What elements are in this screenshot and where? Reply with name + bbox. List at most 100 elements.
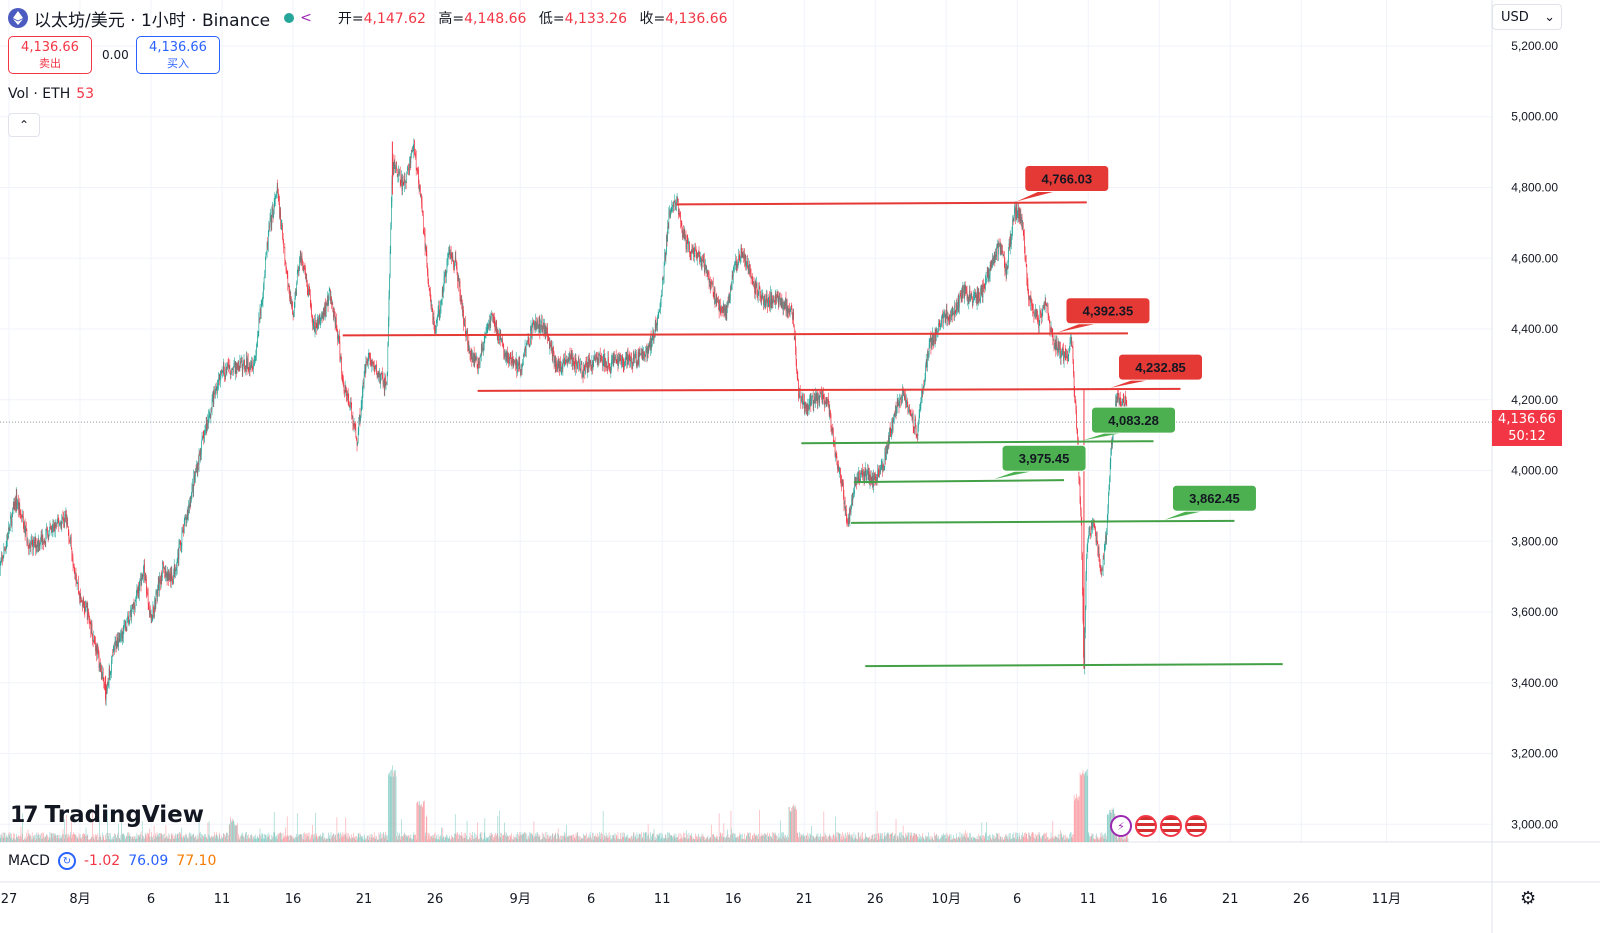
candle-body — [233, 366, 234, 373]
volume-bar — [827, 839, 828, 842]
candle-body — [733, 270, 734, 277]
volume-bar — [445, 836, 447, 842]
candle-body — [50, 526, 51, 530]
volume-bar — [136, 833, 138, 842]
candle-body — [929, 340, 931, 345]
volume-bar — [546, 832, 548, 842]
volume-bar — [539, 834, 541, 842]
volume-bar — [175, 833, 176, 842]
volume-bar — [161, 833, 163, 842]
candle-body — [476, 356, 477, 358]
candle-body — [37, 540, 39, 548]
candle-body — [211, 409, 212, 411]
volume-bar — [249, 837, 250, 842]
candle-body — [120, 636, 121, 640]
candle-body — [383, 383, 385, 390]
candle-body — [906, 400, 907, 403]
volume-bar — [362, 835, 364, 842]
candle-body — [931, 337, 933, 345]
candle-body — [954, 305, 955, 316]
candle-body — [279, 202, 280, 218]
candle-body — [52, 525, 54, 528]
volume-bar — [911, 835, 913, 842]
candle-body — [344, 391, 345, 394]
volume-bar — [881, 838, 883, 842]
candle-body — [549, 339, 550, 349]
volume-bar — [404, 832, 405, 842]
volume-bar — [905, 836, 907, 842]
candle-body — [90, 623, 92, 634]
candle-body — [156, 591, 158, 598]
volume-bar — [692, 837, 694, 842]
candle-body — [395, 167, 396, 173]
volume-bar — [572, 834, 573, 842]
volume-bar — [817, 836, 818, 842]
volume-bar — [914, 833, 916, 842]
volume-bar — [105, 835, 106, 842]
candle-body — [938, 322, 940, 324]
candle-body — [448, 250, 450, 255]
volume-bar — [934, 832, 935, 842]
candle-body — [759, 287, 761, 297]
candle-body — [854, 477, 856, 485]
candle-body — [440, 307, 441, 312]
volume-bar — [734, 833, 736, 842]
volume-bar — [494, 837, 496, 842]
candle-body — [902, 389, 904, 393]
volume-bar — [499, 836, 501, 842]
candle-body — [436, 320, 438, 323]
candle-body — [536, 326, 538, 329]
volume-bar — [657, 836, 659, 842]
candle-body — [301, 256, 303, 265]
candle-body — [622, 361, 624, 366]
volume-bar — [676, 837, 677, 842]
candle-body — [552, 346, 554, 358]
candle-body — [964, 285, 966, 291]
volume-bar — [803, 836, 805, 842]
volume-bar — [675, 838, 676, 842]
volume-bar — [713, 834, 715, 842]
candle-body — [782, 301, 784, 309]
candle-body — [292, 301, 293, 315]
volume-bar — [943, 835, 945, 842]
volume-bar — [312, 825, 313, 842]
candle-body — [173, 574, 174, 583]
candle-body — [488, 324, 489, 328]
volume-bar — [931, 839, 932, 842]
candle-body — [625, 356, 626, 363]
candle-body — [12, 508, 14, 510]
volume-bar — [696, 837, 697, 842]
volume-bar — [598, 836, 600, 842]
candle-body — [676, 198, 678, 202]
candle-body — [27, 541, 28, 543]
candle-body — [151, 614, 153, 619]
volume-bar — [23, 839, 25, 842]
candle-body — [426, 250, 428, 267]
candle-body — [475, 356, 476, 361]
volume-bar — [340, 832, 341, 842]
volume-bar — [303, 833, 305, 842]
volume-bar — [231, 821, 233, 842]
candle-body — [735, 259, 737, 270]
volume-bar — [680, 838, 681, 842]
candle-body — [737, 264, 739, 268]
candle-body — [896, 406, 897, 414]
volume-bar — [128, 832, 129, 842]
volume-bar — [286, 835, 287, 842]
volume-bar — [705, 837, 707, 842]
candle-body — [938, 322, 939, 332]
volume-bar — [770, 835, 771, 842]
volume-bar — [99, 819, 100, 842]
volume-bar — [773, 832, 774, 842]
volume-bar — [509, 839, 510, 842]
candle-body — [81, 600, 83, 602]
volume-bar — [64, 819, 66, 842]
volume-bar — [233, 819, 234, 842]
volume-bar — [762, 835, 763, 842]
volume-bar — [438, 839, 439, 842]
candle-body — [314, 327, 316, 332]
candle-body — [234, 363, 236, 374]
candle-body — [202, 436, 203, 438]
candle-body — [966, 290, 968, 299]
